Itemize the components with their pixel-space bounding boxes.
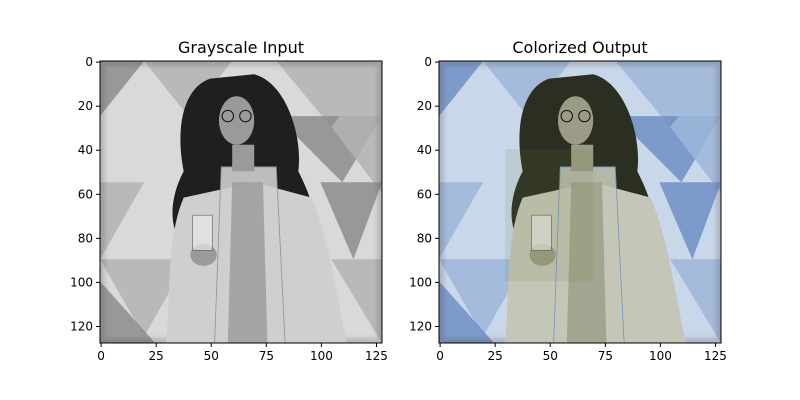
image-grayscale <box>100 61 382 343</box>
background-triangle <box>100 182 145 260</box>
y-tick-label: 120 <box>70 319 93 333</box>
background-triangle <box>144 61 233 117</box>
drinking-glass <box>531 214 552 251</box>
y-axis-ticks: 0 20 40 60 80 100 120 <box>70 55 100 333</box>
y-tick-label: 80 <box>417 231 432 245</box>
color-tint <box>505 149 594 282</box>
inner-shirt <box>566 182 607 343</box>
background-triangle <box>100 281 156 343</box>
hair-fringe <box>214 80 259 110</box>
x-tick-label: 50 <box>204 349 219 363</box>
hair-fringe <box>553 80 598 110</box>
inner-shirt <box>227 182 268 343</box>
image-frame <box>99 60 383 344</box>
glasses-lens <box>578 109 591 123</box>
background-triangle <box>439 61 484 117</box>
x-tick-label: 0 <box>97 349 105 363</box>
y-tick-label: 60 <box>78 187 93 201</box>
face <box>557 96 594 145</box>
background-triangle <box>439 182 484 260</box>
x-tick-label: 25 <box>488 349 503 363</box>
y-tick-label: 0 <box>424 55 432 69</box>
background-triangle <box>439 259 528 337</box>
background-triangle <box>483 61 572 117</box>
x-axis-ticks: 0 25 50 75 100 125 <box>97 343 388 363</box>
panel-colorized: Colorized Output 0 25 50 75 100 125 0 20 40 60 80… <box>409 38 727 363</box>
face <box>218 96 255 145</box>
neck <box>232 144 255 172</box>
background-triangle <box>100 259 189 337</box>
background-triangle <box>276 61 382 128</box>
drinking-glass <box>192 214 213 251</box>
background-triangle <box>615 61 721 128</box>
background-triangle <box>100 61 145 117</box>
y-tick-label: 60 <box>417 187 432 201</box>
background-triangle <box>320 182 382 260</box>
x-tick-label: 100 <box>310 349 333 363</box>
panel-title: Colorized Output <box>512 38 647 57</box>
glasses-lens <box>239 109 252 123</box>
x-tick-label: 25 <box>149 349 164 363</box>
x-axis-ticks: 0 25 50 75 100 125 <box>436 343 727 363</box>
x-tick-label: 75 <box>598 349 613 363</box>
background-triangle <box>331 259 382 343</box>
image-colorized <box>439 61 721 343</box>
x-tick-label: 50 <box>543 349 558 363</box>
background-triangle <box>439 281 495 343</box>
glasses-lens <box>560 109 574 123</box>
x-tick-label: 75 <box>259 349 274 363</box>
background-triangle <box>100 116 189 183</box>
neck <box>571 144 594 172</box>
background-triangle <box>670 61 721 194</box>
image-frame <box>438 60 722 344</box>
y-tick-label: 20 <box>78 99 93 113</box>
y-axis-ticks: 0 20 40 60 80 100 120 <box>409 55 439 333</box>
panel-grayscale: Grayscale Input 0 25 50 75 100 125 0 20 40 60 80 1… <box>70 38 388 363</box>
y-tick-label: 40 <box>417 143 432 157</box>
y-tick-label: 20 <box>417 99 432 113</box>
y-tick-label: 120 <box>409 319 432 333</box>
background-triangle <box>659 182 721 260</box>
x-tick-label: 125 <box>704 349 727 363</box>
y-tick-label: 100 <box>70 275 93 289</box>
y-tick-label: 100 <box>409 275 432 289</box>
y-tick-label: 0 <box>85 55 93 69</box>
x-tick-label: 125 <box>365 349 388 363</box>
x-tick-label: 100 <box>649 349 672 363</box>
panel-title: Grayscale Input <box>178 38 304 57</box>
background-triangle <box>331 61 382 194</box>
y-tick-label: 40 <box>78 143 93 157</box>
y-tick-label: 80 <box>78 231 93 245</box>
background-triangle <box>670 259 721 343</box>
glasses-lens <box>221 109 235 123</box>
x-tick-label: 0 <box>436 349 444 363</box>
background-triangle <box>439 116 528 183</box>
